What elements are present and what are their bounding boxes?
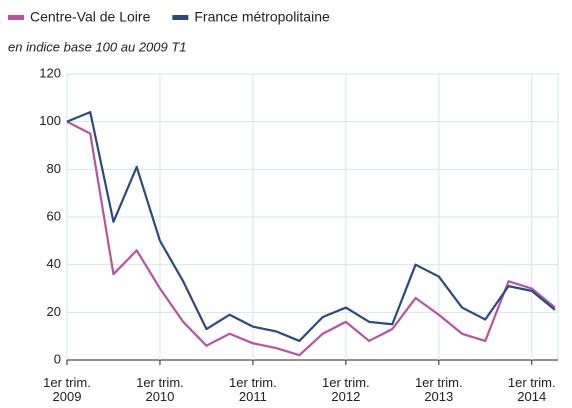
legend-label: France métropolitaine <box>194 9 330 25</box>
legend-swatch <box>8 15 24 20</box>
x-tick-label: 1er trim. 2010 <box>136 375 184 404</box>
y-tick-label: 120 <box>39 65 61 80</box>
x-tick-label: 1er trim. 2013 <box>414 375 463 404</box>
x-tick-label: 1er trim. 2012 <box>322 375 370 404</box>
y-tick-label: 100 <box>39 113 61 128</box>
series-line <box>66 120 556 357</box>
x-tick-label: 1er trim. 2014 <box>507 375 556 404</box>
series-line <box>66 111 556 343</box>
legend-label: Centre-Val de Loire <box>30 9 151 25</box>
y-tick-label: 60 <box>47 208 61 223</box>
subtitle: en indice base 100 au 2009 T1 <box>8 39 187 54</box>
y-tick-label: 0 <box>54 351 61 366</box>
y-tick-label: 80 <box>47 161 61 176</box>
legend-swatch <box>172 15 189 20</box>
x-tick-label: 1er trim. 2009 <box>43 375 91 404</box>
y-tick-label: 40 <box>47 256 61 271</box>
y-tick-label: 20 <box>47 304 61 319</box>
x-tick-label: 1er trim. 2011 <box>229 375 277 404</box>
